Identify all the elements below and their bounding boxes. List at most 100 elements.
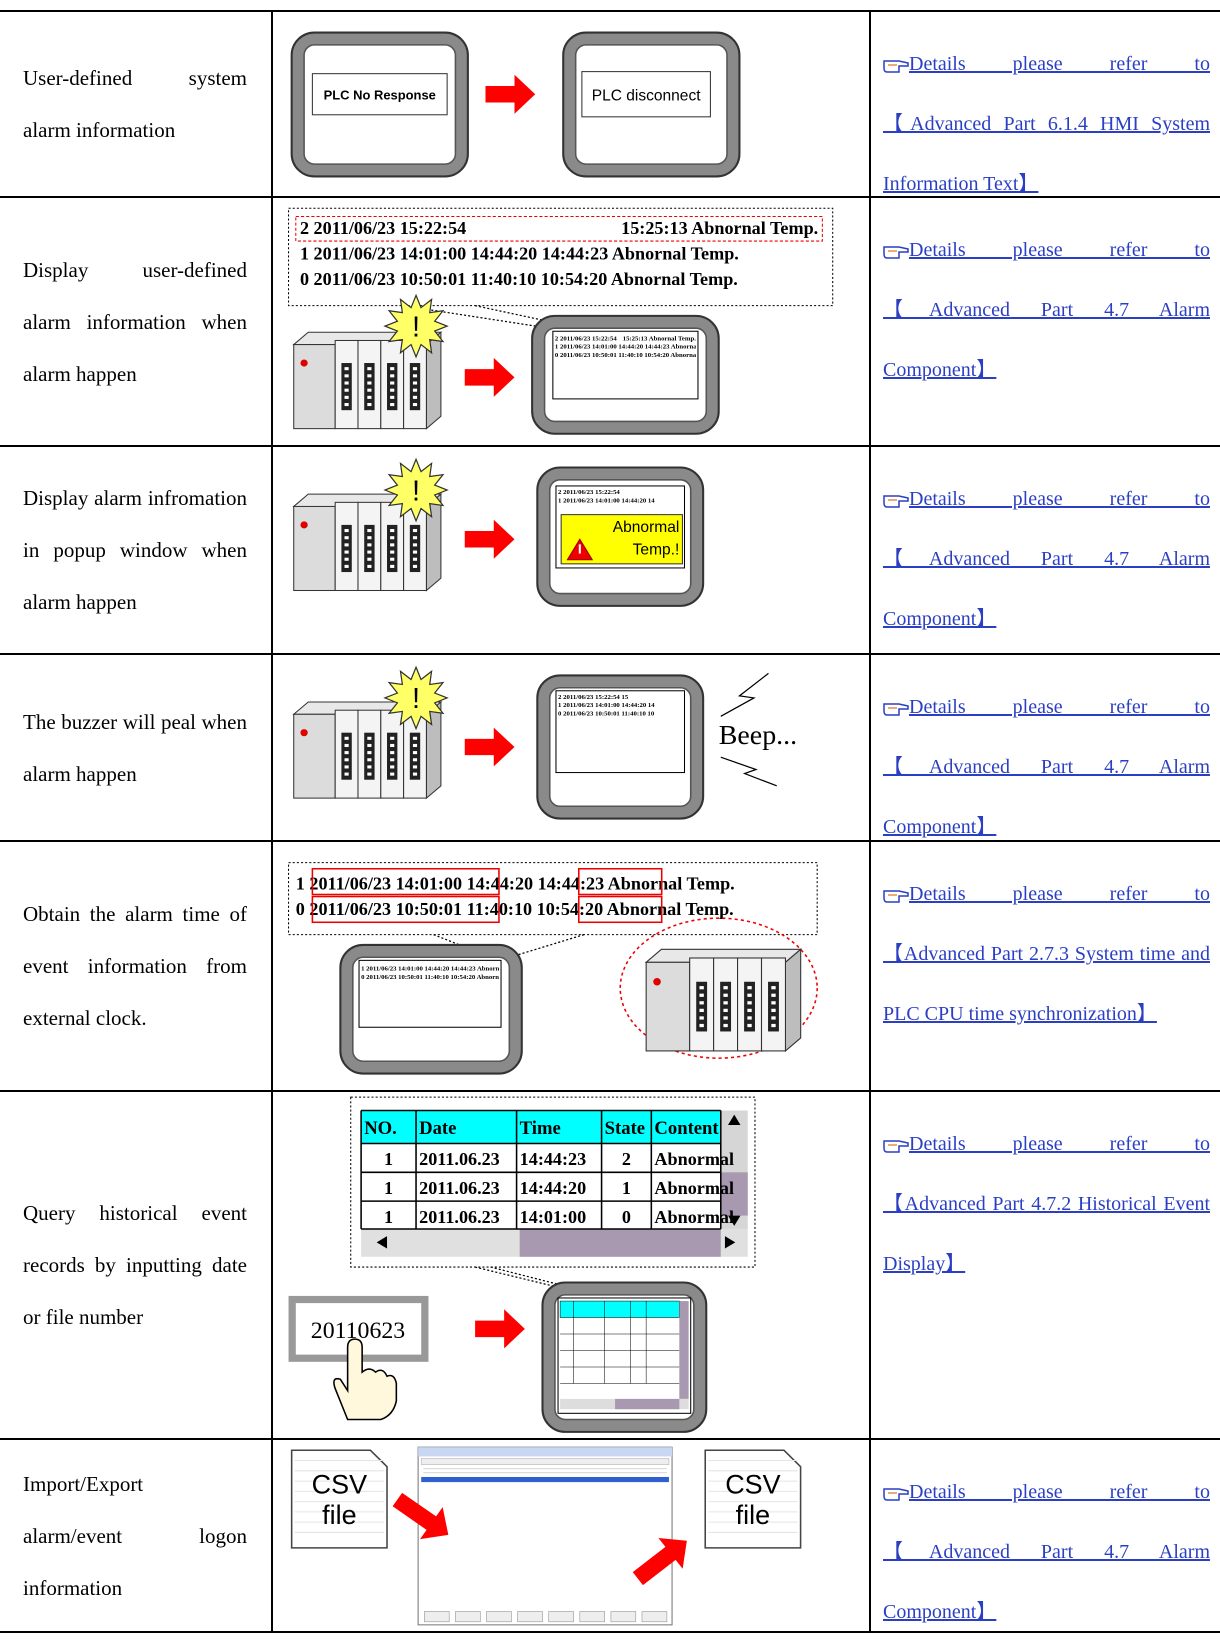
- plc-terminal: [744, 981, 755, 1032]
- illustration: NO. Date Time State Content 1 2011.06.23 14:44:…: [288, 1096, 756, 1433]
- plc-pin: [390, 765, 395, 769]
- plc-pin: [412, 367, 418, 371]
- reference-target[interactable]: 【Advanced Part 4.7 Alarm Component】: [883, 299, 1210, 381]
- plc-pin: [367, 536, 372, 540]
- plc-pin: [390, 529, 395, 533]
- mini-alarm-line: 0 2011/06/23 10:50:01 11:40:10 10:54:20 …: [555, 352, 696, 359]
- reference-target[interactable]: 【Advanced Part 4.7 Alarm Component】: [883, 548, 1210, 630]
- plc-pin: [344, 557, 349, 561]
- plc-pin: [771, 1008, 776, 1013]
- illustration: 2 2011/06/23 15:22:54 15:25:13 Abnornal T…: [288, 207, 834, 435]
- csv-file: [290, 1449, 388, 1549]
- plc-pin: [412, 550, 418, 554]
- alarm-line-segment: 1 2011/06/23 14:01:00 14:44:20 14:44:23 …: [299, 243, 739, 264]
- plc-side: [784, 948, 802, 1053]
- description-cell: User-defined system alarm information: [0, 12, 271, 196]
- red-arrow: [475, 1309, 525, 1349]
- reference-link[interactable]: Details please refer to: [883, 864, 1210, 924]
- illustration-cell: ! 2 2011/06/23 15:22:54 15 1 2011/06/23 14…: [271, 655, 871, 840]
- mini-alarm-line: 1 2011/06/23 14:01:00 14:44:20 14:44:23 …: [555, 344, 696, 351]
- mini-alarm-line: 2 2011/06/23 15:22:54: [558, 489, 682, 497]
- plc-pin: [344, 758, 349, 762]
- highlight-box: [577, 895, 663, 924]
- plc-pin: [699, 1008, 704, 1013]
- plc-pin: [412, 536, 418, 540]
- plc-led: [300, 521, 308, 529]
- plc-pin: [412, 388, 418, 392]
- reference-target[interactable]: 【Advanced Part 4.7 Alarm Component】: [883, 756, 1210, 838]
- reference-target[interactable]: 【Advanced Part 6.1.4 HMI System Informat…: [883, 113, 1210, 195]
- clock-source: [619, 917, 818, 1059]
- description-cell: Display user-defined alarm information w…: [0, 198, 271, 445]
- finger: [333, 1338, 398, 1421]
- plc-pin: [699, 1016, 704, 1020]
- alert-symbol: !: [412, 683, 420, 715]
- reference-lead: Details please refer to: [909, 1133, 1210, 1155]
- reference-link[interactable]: Details please refer to: [883, 1114, 1210, 1174]
- plc-terminal: [341, 524, 352, 573]
- plc-pin: [344, 772, 349, 776]
- table-cell: 0: [622, 1207, 631, 1227]
- mini-alarm-line-segment: 1 2011/06/23 14:01:00 14:44:20 14:44:23 …: [361, 965, 499, 973]
- window-button: [579, 1611, 605, 1623]
- plc-pin: [344, 381, 349, 385]
- illustration: ! 2 2011/06/23 15:22:541 2011/06/23 14:01…: [292, 457, 705, 607]
- plc-pin: [412, 743, 418, 747]
- plc-terminal: [364, 363, 375, 411]
- alert-burst: [383, 665, 449, 731]
- callout-line: [474, 1266, 624, 1304]
- alarm-line: 0 2011/06/23 10:50:01 11:40:10 10:54:20 …: [296, 899, 734, 920]
- reference-target[interactable]: 【Advanced Part 2.7.3 System time and PLC…: [883, 943, 1210, 1025]
- display: [358, 959, 502, 1028]
- plc-cpu: [293, 505, 336, 592]
- plc-pin: [412, 772, 418, 776]
- plc-pin: [723, 1008, 728, 1013]
- plc-led: [300, 359, 308, 367]
- mini-alarm-line-segment: 15:25:13 Abnornal Temp.: [622, 335, 696, 343]
- reference-link[interactable]: Details please refer to: [883, 1462, 1210, 1522]
- plc-pin: [723, 1023, 728, 1028]
- plc-terminal: [364, 524, 375, 573]
- window-button: [455, 1611, 481, 1623]
- description-cell: Obtain the alarm time of event informati…: [0, 842, 271, 1090]
- plc-pin: [367, 395, 372, 399]
- pointer-icon: [883, 890, 909, 903]
- reference-target[interactable]: 【Advanced Part 4.7 Alarm Component】: [883, 1541, 1210, 1623]
- plc-pin: [771, 993, 776, 997]
- highlight-box: [311, 895, 500, 924]
- red-arrow: [632, 1537, 687, 1586]
- red-arrow: [464, 519, 515, 559]
- plc-terminal: [696, 981, 708, 1032]
- table-row: User-defined system alarm information PLC…: [0, 10, 1220, 198]
- display: [552, 330, 699, 400]
- alert-symbol: !: [412, 312, 420, 344]
- table-cell: 2: [622, 1149, 631, 1169]
- alarm-line: 1 2011/06/23 14:01:00 14:44:20 14:44:23 …: [296, 873, 735, 894]
- reference-link[interactable]: Details please refer to: [883, 469, 1210, 529]
- scroll-left: [376, 1236, 388, 1249]
- plc-pin: [412, 395, 418, 399]
- plc-pin: [344, 765, 349, 769]
- reference-link[interactable]: Details please refer to: [883, 220, 1210, 280]
- plc-pin: [367, 529, 372, 533]
- description-cell: Display alarm infromation in popup windo…: [0, 447, 271, 653]
- plc-pin: [344, 736, 349, 740]
- pointer-icon: [883, 1140, 909, 1153]
- reference-target[interactable]: 【Advanced Part 4.7.2 Historical Event Di…: [883, 1193, 1210, 1275]
- reference-link[interactable]: Details please refer to: [883, 677, 1210, 737]
- plc-pin: [344, 564, 349, 568]
- table-cell: 1: [384, 1178, 393, 1198]
- plc-pin: [367, 543, 372, 547]
- plc-pin: [390, 743, 395, 747]
- table-header-bg: [361, 1110, 721, 1144]
- window-button: [610, 1611, 637, 1623]
- plc-pin: [747, 1001, 752, 1005]
- table-header: NO.: [364, 1118, 397, 1139]
- reference-link[interactable]: Details please refer to: [883, 34, 1210, 94]
- plc-pin: [390, 557, 395, 561]
- reference-cell: Details please refer to 【Advanced Part 2.…: [871, 842, 1220, 1090]
- display: [555, 690, 686, 774]
- illustration: CSV file CSV file: [290, 1446, 802, 1626]
- plc-terminal: [409, 363, 421, 411]
- illustration: ! 2 2011/06/23 15:22:54 151 2011/06/23 14…: [292, 665, 797, 820]
